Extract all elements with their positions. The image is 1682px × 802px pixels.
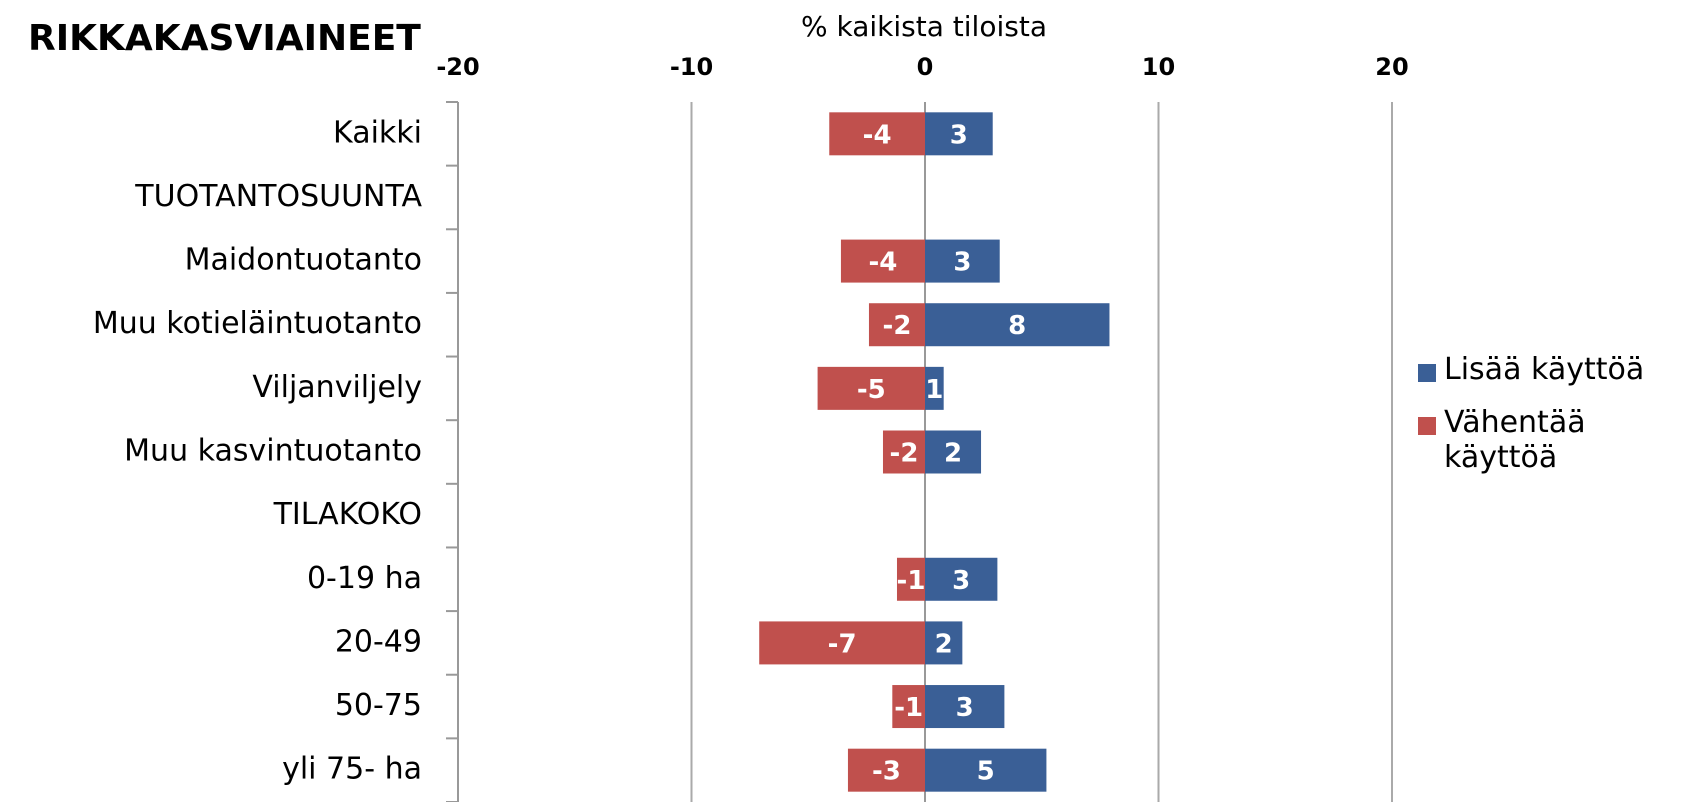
data-label: 3	[956, 693, 974, 723]
x-tick-label: 20	[1375, 53, 1408, 81]
data-label: 3	[953, 248, 971, 278]
bar	[925, 621, 963, 665]
data-label: -1	[897, 566, 926, 596]
bar	[847, 748, 925, 792]
x-tick-label: 0	[917, 53, 934, 81]
y-tick-label: TILAKOKO	[273, 497, 422, 532]
legend-swatch	[1418, 364, 1436, 382]
data-label: 3	[950, 120, 968, 150]
bar	[925, 430, 982, 474]
data-label: 3	[952, 566, 970, 596]
x-tick-label: -10	[670, 53, 713, 81]
data-label: -2	[890, 439, 919, 469]
bar	[896, 557, 925, 601]
data-label: -3	[872, 757, 901, 787]
data-label: 2	[944, 439, 962, 469]
bar	[925, 748, 1047, 792]
y-tick-label: Viljanviljely	[252, 370, 422, 405]
data-label: -5	[857, 375, 886, 405]
x-axis-label: % kaikista tiloista	[801, 10, 1047, 43]
bar	[925, 557, 998, 601]
data-label: -4	[863, 120, 892, 150]
legend-swatch	[1418, 417, 1436, 435]
bar	[925, 112, 993, 156]
bar	[925, 303, 1110, 347]
bar	[840, 239, 925, 283]
data-label: 2	[935, 629, 953, 659]
bar	[817, 366, 925, 410]
y-tick-label: Maidontuotanto	[185, 243, 422, 278]
bar	[925, 366, 944, 410]
legend-label: Vähentää käyttöä	[1444, 405, 1586, 475]
data-label: 1	[925, 375, 943, 405]
legend-label: Lisää käyttöä	[1444, 352, 1645, 387]
data-label: -1	[894, 693, 923, 723]
bar	[925, 239, 1000, 283]
y-tick-label: 50-75	[335, 688, 422, 723]
bar	[925, 685, 1005, 729]
y-tick-label: Muu kotieläintuotanto	[93, 306, 422, 341]
data-label: -2	[883, 311, 912, 341]
data-label: -7	[828, 629, 857, 659]
data-label: 5	[977, 757, 995, 787]
y-tick-label: TUOTANTOSUUNTA	[134, 179, 422, 214]
x-tick-label: 10	[1142, 53, 1175, 81]
y-tick-label: 0-19 ha	[307, 561, 422, 596]
bar	[829, 112, 925, 156]
bar	[882, 430, 925, 474]
bar	[868, 303, 925, 347]
chart-title: RIKKAKASVIAINEET	[28, 18, 421, 59]
y-tick-label: Muu kasvintuotanto	[124, 434, 422, 469]
bar	[759, 621, 925, 665]
bar	[892, 685, 925, 729]
y-tick-label: 20-49	[335, 624, 422, 659]
legend-item: Vähentää käyttöä	[1418, 405, 1668, 475]
y-tick-label: yli 75- ha	[282, 752, 422, 787]
data-label: 8	[1008, 311, 1026, 341]
y-tick-label: Kaikki	[333, 115, 422, 150]
data-label: -4	[869, 248, 898, 278]
legend: Lisää käyttöä Vähentää käyttöä	[1418, 352, 1668, 493]
x-tick-label: -20	[436, 53, 479, 81]
legend-item: Lisää käyttöä	[1418, 352, 1668, 387]
